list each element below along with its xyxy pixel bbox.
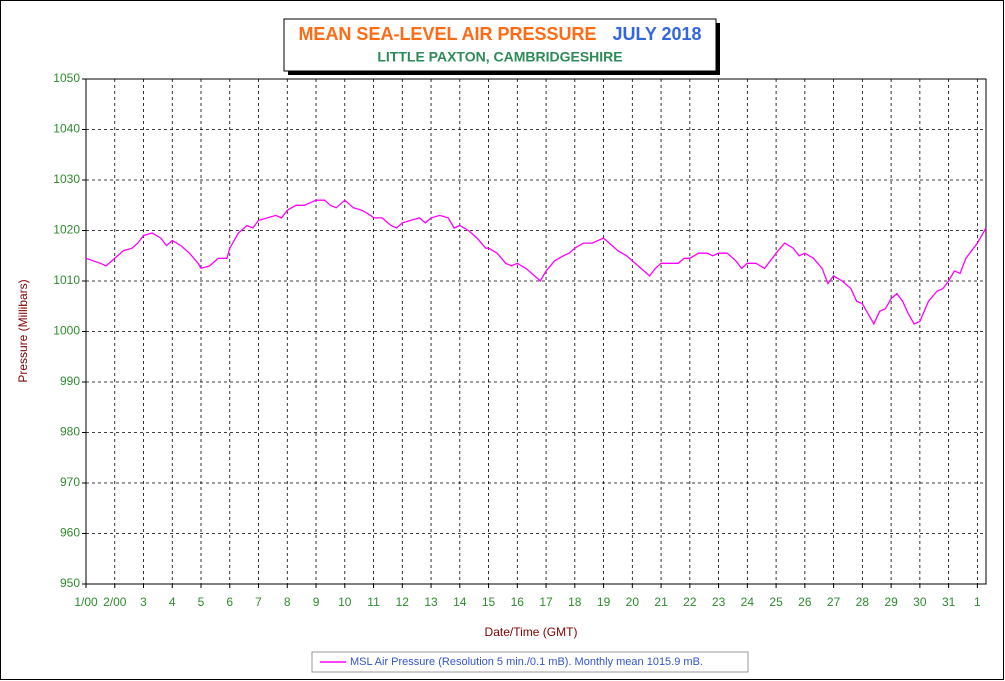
x-tick-label: 5 (198, 595, 205, 609)
legend-box (311, 651, 749, 673)
title-main: MEAN SEA-LEVEL AIR PRESSURE (298, 24, 596, 44)
y-tick-label: 1000 (53, 324, 80, 338)
y-tick-label: 1050 (53, 71, 80, 85)
x-tick-label: 31 (942, 595, 956, 609)
x-tick-label: 8 (284, 595, 291, 609)
x-tick-label: 26 (798, 595, 812, 609)
chart-title: MEAN SEA-LEVEL AIR PRESSURE JULY 2018 (298, 24, 701, 44)
x-tick-label: 18 (568, 595, 582, 609)
title-period: JULY 2018 (612, 24, 701, 44)
x-tick-label: 23 (712, 595, 726, 609)
plot-border (85, 78, 987, 585)
title-box (283, 18, 717, 72)
x-tick-label: 16 (511, 595, 525, 609)
x-tick-label: 1 (974, 595, 981, 609)
y-tick-label: 950 (60, 576, 80, 590)
y-tick-label: 1010 (53, 273, 80, 287)
x-tick-label: 13 (424, 595, 438, 609)
chart-subtitle: LITTLE PAXTON, CAMBRIDGESHIRE (377, 49, 622, 65)
x-tick-label: 17 (539, 595, 553, 609)
x-tick-label: 9 (313, 595, 320, 609)
x-tick-label: 14 (453, 595, 467, 609)
x-tick-label: 11 (367, 595, 380, 609)
x-tick-label: 28 (856, 595, 870, 609)
x-tick-label: 3 (140, 595, 147, 609)
y-tick-label: 960 (60, 526, 80, 540)
x-tick-label: 10 (338, 595, 352, 609)
y-tick-label: 1040 (53, 122, 80, 136)
x-tick-label: 30 (913, 595, 927, 609)
x-axis-label: Date/Time (GMT) (485, 625, 578, 639)
x-tick-label: 29 (884, 595, 898, 609)
data-line (85, 199, 987, 326)
legend-label: MSL Air Pressure (Resolution 5 min./0.1 … (350, 656, 703, 668)
x-tick-label: 6 (226, 595, 233, 609)
x-tick-label: 19 (597, 595, 611, 609)
x-tick-label: 12 (396, 595, 410, 609)
x-tick-label: 1/00 (74, 595, 98, 609)
x-tick-label: 15 (482, 595, 496, 609)
x-tick-label: 27 (827, 595, 841, 609)
y-tick-label: 1020 (53, 223, 80, 237)
x-tick-label: 7 (255, 595, 262, 609)
plot-area: 9509609709809901000101010201030104010501… (53, 71, 987, 609)
x-tick-label: 20 (626, 595, 640, 609)
y-axis-label: Pressure (Millibars) (16, 279, 30, 382)
x-tick-label: 24 (741, 595, 755, 609)
x-tick-label: 4 (169, 595, 176, 609)
x-tick-label: 22 (683, 595, 697, 609)
y-tick-label: 1030 (53, 172, 80, 186)
x-tick-label: 21 (654, 595, 668, 609)
y-tick-label: 990 (60, 374, 80, 388)
y-tick-label: 970 (60, 475, 80, 489)
x-tick-label: 2/00 (103, 595, 127, 609)
x-tick-label: 25 (769, 595, 783, 609)
y-tick-label: 980 (60, 425, 80, 439)
